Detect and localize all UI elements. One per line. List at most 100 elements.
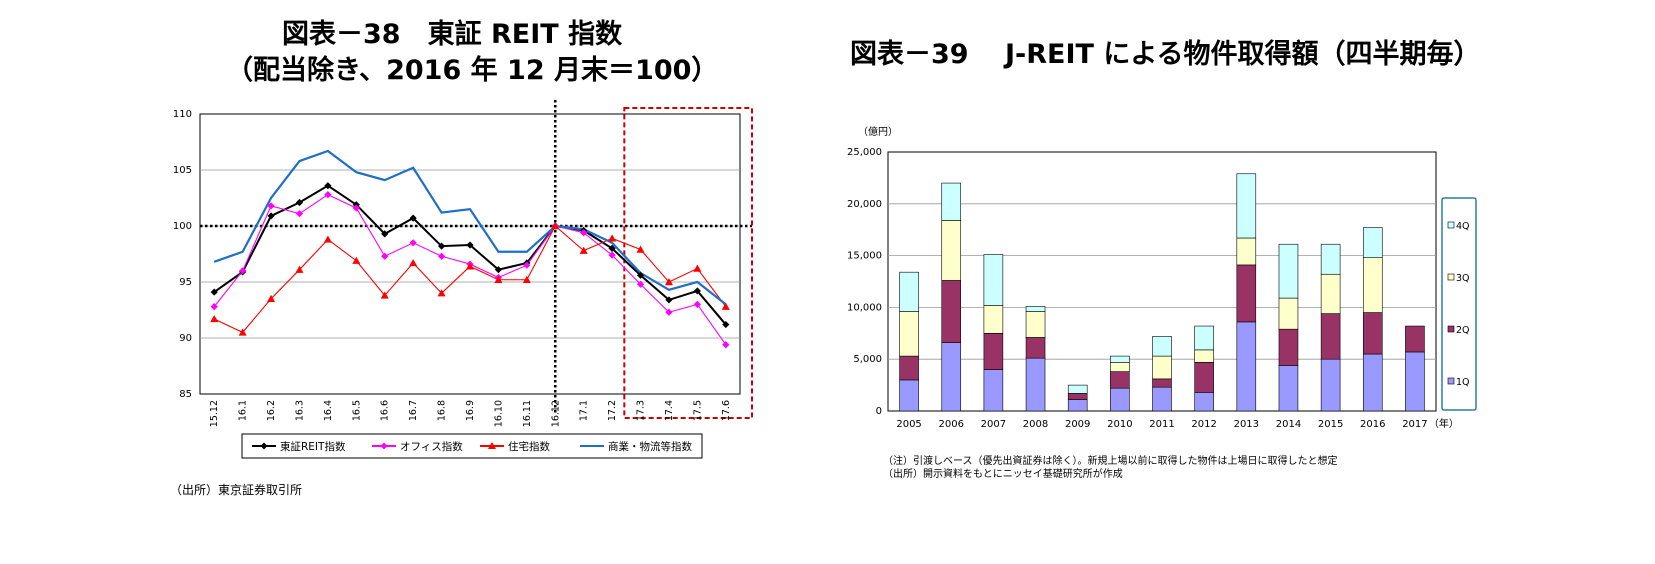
x-tick-label: 16.9	[465, 400, 476, 421]
legend-box	[1441, 197, 1477, 411]
plot-area	[199, 113, 741, 395]
data-point	[409, 258, 418, 267]
data-point	[295, 210, 304, 218]
bar-segment	[1405, 351, 1425, 412]
x-tick-label: 17.1	[579, 400, 590, 421]
bar-segment	[1278, 328, 1299, 366]
data-point	[722, 320, 730, 329]
data-point	[522, 275, 531, 283]
data-point	[409, 239, 417, 247]
data-point	[352, 204, 360, 212]
data-point	[665, 308, 673, 316]
legend-swatch	[1447, 221, 1455, 229]
y-tick-label: 10,000	[847, 302, 882, 313]
bar-segment	[1025, 337, 1046, 359]
bar-segment	[1362, 257, 1383, 313]
bar-segment	[1194, 325, 1214, 351]
data-point	[664, 278, 673, 286]
data-point	[693, 264, 702, 272]
x-tick-label: 17.5	[692, 400, 703, 421]
x-tick-label: 16.7	[408, 400, 419, 421]
x-tick-label: 2007	[981, 419, 1006, 430]
y-tick-label: 0	[876, 406, 882, 417]
bar-segment	[941, 182, 962, 221]
bar-segment	[1320, 313, 1341, 360]
y-tick-label: 100	[173, 221, 192, 232]
legend-swatch	[1447, 325, 1455, 333]
bar-segment	[899, 379, 919, 412]
legend-label: 2Q	[1456, 325, 1470, 336]
x-tick-label: 16.4	[323, 400, 334, 421]
x-tick-label: 2008	[1023, 419, 1048, 430]
bar-segment	[1194, 362, 1214, 393]
bar-segment	[983, 305, 1004, 334]
legend-label: 東証REIT指数	[280, 440, 346, 453]
data-point	[437, 289, 446, 297]
y-tick-label: 95	[179, 277, 192, 288]
x-unit-suffix: （年）	[1429, 417, 1459, 430]
data-point	[608, 251, 616, 259]
data-point	[238, 328, 247, 336]
x-tick-label: 16.12	[550, 400, 561, 427]
bar-segment	[941, 342, 962, 412]
y-tick-label: 105	[173, 165, 192, 176]
bar-segment	[1236, 264, 1257, 323]
chart39-title: 図表－39 J-REIT による物件取得額（四半期毎）	[850, 39, 1481, 70]
bar-segment	[1194, 392, 1214, 412]
stacked-bar-chart: （億円） 0 5,000 10,000 15,000 20,000 25,000 2005…	[847, 125, 1477, 430]
x-tick-label: 2005	[896, 419, 921, 430]
legend-label: 4Q	[1456, 221, 1470, 232]
data-point	[409, 214, 417, 222]
x-tick-label: 16.10	[493, 400, 504, 427]
y-tick-label: 85	[179, 389, 192, 400]
data-point	[579, 246, 588, 254]
bar-segment	[899, 355, 919, 381]
data-point	[323, 235, 332, 243]
data-point	[608, 234, 617, 242]
bar-segment	[1067, 399, 1088, 412]
y-tick-label: 5,000	[853, 354, 882, 365]
x-tick-label: 16.3	[294, 400, 305, 421]
bar-segment	[983, 333, 1004, 370]
data-point	[295, 198, 304, 207]
legend-swatch	[1447, 377, 1455, 385]
x-tick-label: 2011	[1149, 419, 1174, 430]
y-tick-label: 110	[173, 109, 192, 120]
chart38-source: （出所）東京証券取引所	[170, 483, 303, 497]
x-tick-label: 2006	[939, 419, 964, 430]
x-tick-label: 2013	[1234, 419, 1259, 430]
bar-segment	[1236, 237, 1257, 266]
highlight-box	[623, 107, 754, 419]
bar-segment	[1362, 312, 1383, 355]
bar-segment	[1152, 336, 1172, 357]
data-point	[494, 275, 503, 283]
data-point	[580, 229, 588, 237]
bar-segment	[941, 280, 962, 343]
bar-segment	[1194, 349, 1214, 363]
bar-segment	[1110, 355, 1130, 363]
bar-segment	[1025, 357, 1046, 412]
x-tick-label: 16.2	[266, 400, 277, 421]
chart38-subtitle: （配当除き、2016 年 12 月末＝100）	[226, 55, 719, 86]
legend-marker	[488, 442, 496, 449]
bar-segment	[1152, 378, 1172, 388]
x-tick-label: 2017	[1402, 419, 1427, 430]
legend-label: 商業・物流等指数	[608, 440, 692, 453]
data-point	[437, 252, 446, 260]
bar-segment	[1110, 387, 1130, 412]
data-point	[721, 302, 730, 310]
data-point	[636, 245, 645, 253]
legend-label: 住宅指数	[508, 440, 550, 453]
legend-marker	[380, 442, 388, 450]
bar-segment	[1405, 325, 1425, 353]
y-tick-label: 90	[179, 333, 192, 344]
bar-segment	[899, 271, 919, 312]
bar-segment	[899, 311, 919, 357]
bar-segment	[1320, 358, 1341, 412]
x-tick-label: 16.8	[437, 400, 448, 421]
bar-segment	[1278, 297, 1299, 330]
x-tick-label: 17.3	[636, 400, 647, 421]
data-point	[295, 265, 304, 273]
bar-segment	[1025, 306, 1046, 312]
bar-segment	[1152, 386, 1172, 412]
